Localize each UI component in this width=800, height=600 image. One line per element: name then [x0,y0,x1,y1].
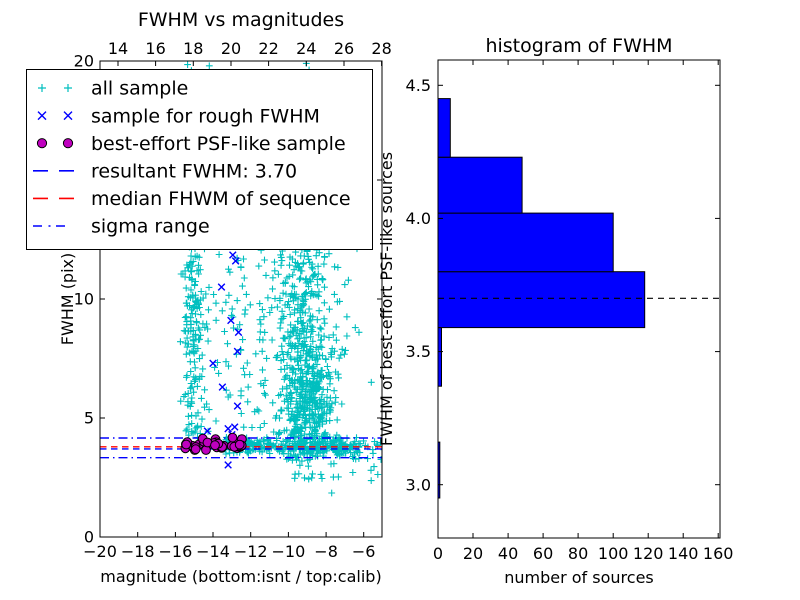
x-tick-label: −10 [272,542,306,561]
x-tick-label: 20 [463,544,483,563]
all-sample-markers [177,61,382,497]
top-tick-label: 24 [296,39,316,58]
legend-circle-icon [36,138,48,149]
psf-sample-marker [227,432,238,443]
legend-x-icon [37,111,47,121]
x-tick-label: 140 [668,544,699,563]
legend-label-sigma: sigma range [91,216,210,238]
legend: all sample sample for rough FWHM best-ef… [26,69,373,250]
top-tick-label: 18 [183,39,203,58]
x-tick-label: −18 [121,542,155,561]
legend-markers [33,84,74,227]
histogram-xaxis-label: number of sources [504,568,654,587]
scatter-content [100,61,382,497]
x-tick-label: 60 [533,544,553,563]
legend-label-resultant: resultant FWHM: 3.70 [91,160,297,182]
top-tick-label: 16 [145,39,165,58]
legend-box [26,69,373,250]
scatter-ticks: −20 −18 −16 −14 −12 −10 −8 −6 14 16 18 20 22 24 26 28 0 5… [74,39,392,561]
x-tick-label: −12 [234,542,268,561]
x-tick-label: 100 [598,544,629,563]
legend-label-psf-sample: best-effort PSF-like sample [91,133,346,155]
histogram-ticks: 0 20 40 60 80 100 120 140 160 3.0 3.5 4.0 4.5 [406,60,734,563]
y-tick-label: 5 [84,409,94,428]
y-tick-label: 0 [84,528,94,547]
legend-x-icon [63,111,73,121]
histogram-bar [438,98,451,158]
y-tick-label: 3.0 [406,475,431,494]
legend-label-median: median FHWM of sequence [91,188,351,210]
histogram-bar [438,441,441,499]
y-tick-label: 3.5 [406,342,431,361]
x-tick-label: 80 [568,544,588,563]
legend-circle-icon [62,138,74,149]
histogram-frame [437,59,721,539]
top-tick-label: 22 [258,39,278,58]
histogram-bar [438,156,523,214]
x-tick-label: −8 [314,542,338,561]
x-tick-label: −14 [196,542,230,561]
histogram-bar [438,212,614,273]
y-tick-label: 10 [74,290,94,309]
histogram-yaxis-label: FWHM of best-effort PSF-like sources [377,152,396,446]
scatter-yaxis-label: FWHM (pix) [58,253,77,346]
psf-sample-marker [190,444,201,455]
x-tick-label: −20 [83,542,117,561]
psf-sample-marker [181,439,192,450]
histogram-bar [438,327,442,387]
y-tick-label: 20 [74,52,94,71]
legend-label-rough-fwhm: sample for rough FWHM [91,105,320,127]
x-tick-label: 120 [633,544,664,563]
histogram-content [438,98,720,499]
top-tick-label: 28 [371,39,391,58]
x-tick-label: 0 [433,544,443,563]
psf-sample-marker [234,439,245,450]
top-tick-label: 20 [221,39,241,58]
histogram-title: histogram of FWHM [485,35,672,57]
y-tick-label: 4.5 [406,76,431,95]
x-tick-label: −6 [352,542,376,561]
legend-label-all-sample: all sample [91,78,188,100]
y-tick-label: 4.0 [406,209,431,228]
scatter-plot: FWHM vs magnitudes −20 −18 −16 −14 −12 −10 −8−… [26,9,392,586]
histogram-plot: histogram of FWHM 0 20 40 60 80 100 120 140 160 3… [377,35,733,587]
legend-plus-icon [64,84,72,92]
scatter-title: FWHM vs magnitudes [138,9,344,31]
x-tick-label: 40 [498,544,518,563]
x-tick-label: −16 [159,542,193,561]
psf-sample-marker [210,440,220,451]
x-tick-label: 160 [703,544,734,563]
top-tick-label: 26 [334,39,354,58]
top-tick-label: 14 [108,39,128,58]
scatter-xaxis-label: magnitude (bottom:isnt / top:calib) [100,567,381,586]
histogram-bar [438,271,646,329]
legend-plus-icon [38,84,46,92]
